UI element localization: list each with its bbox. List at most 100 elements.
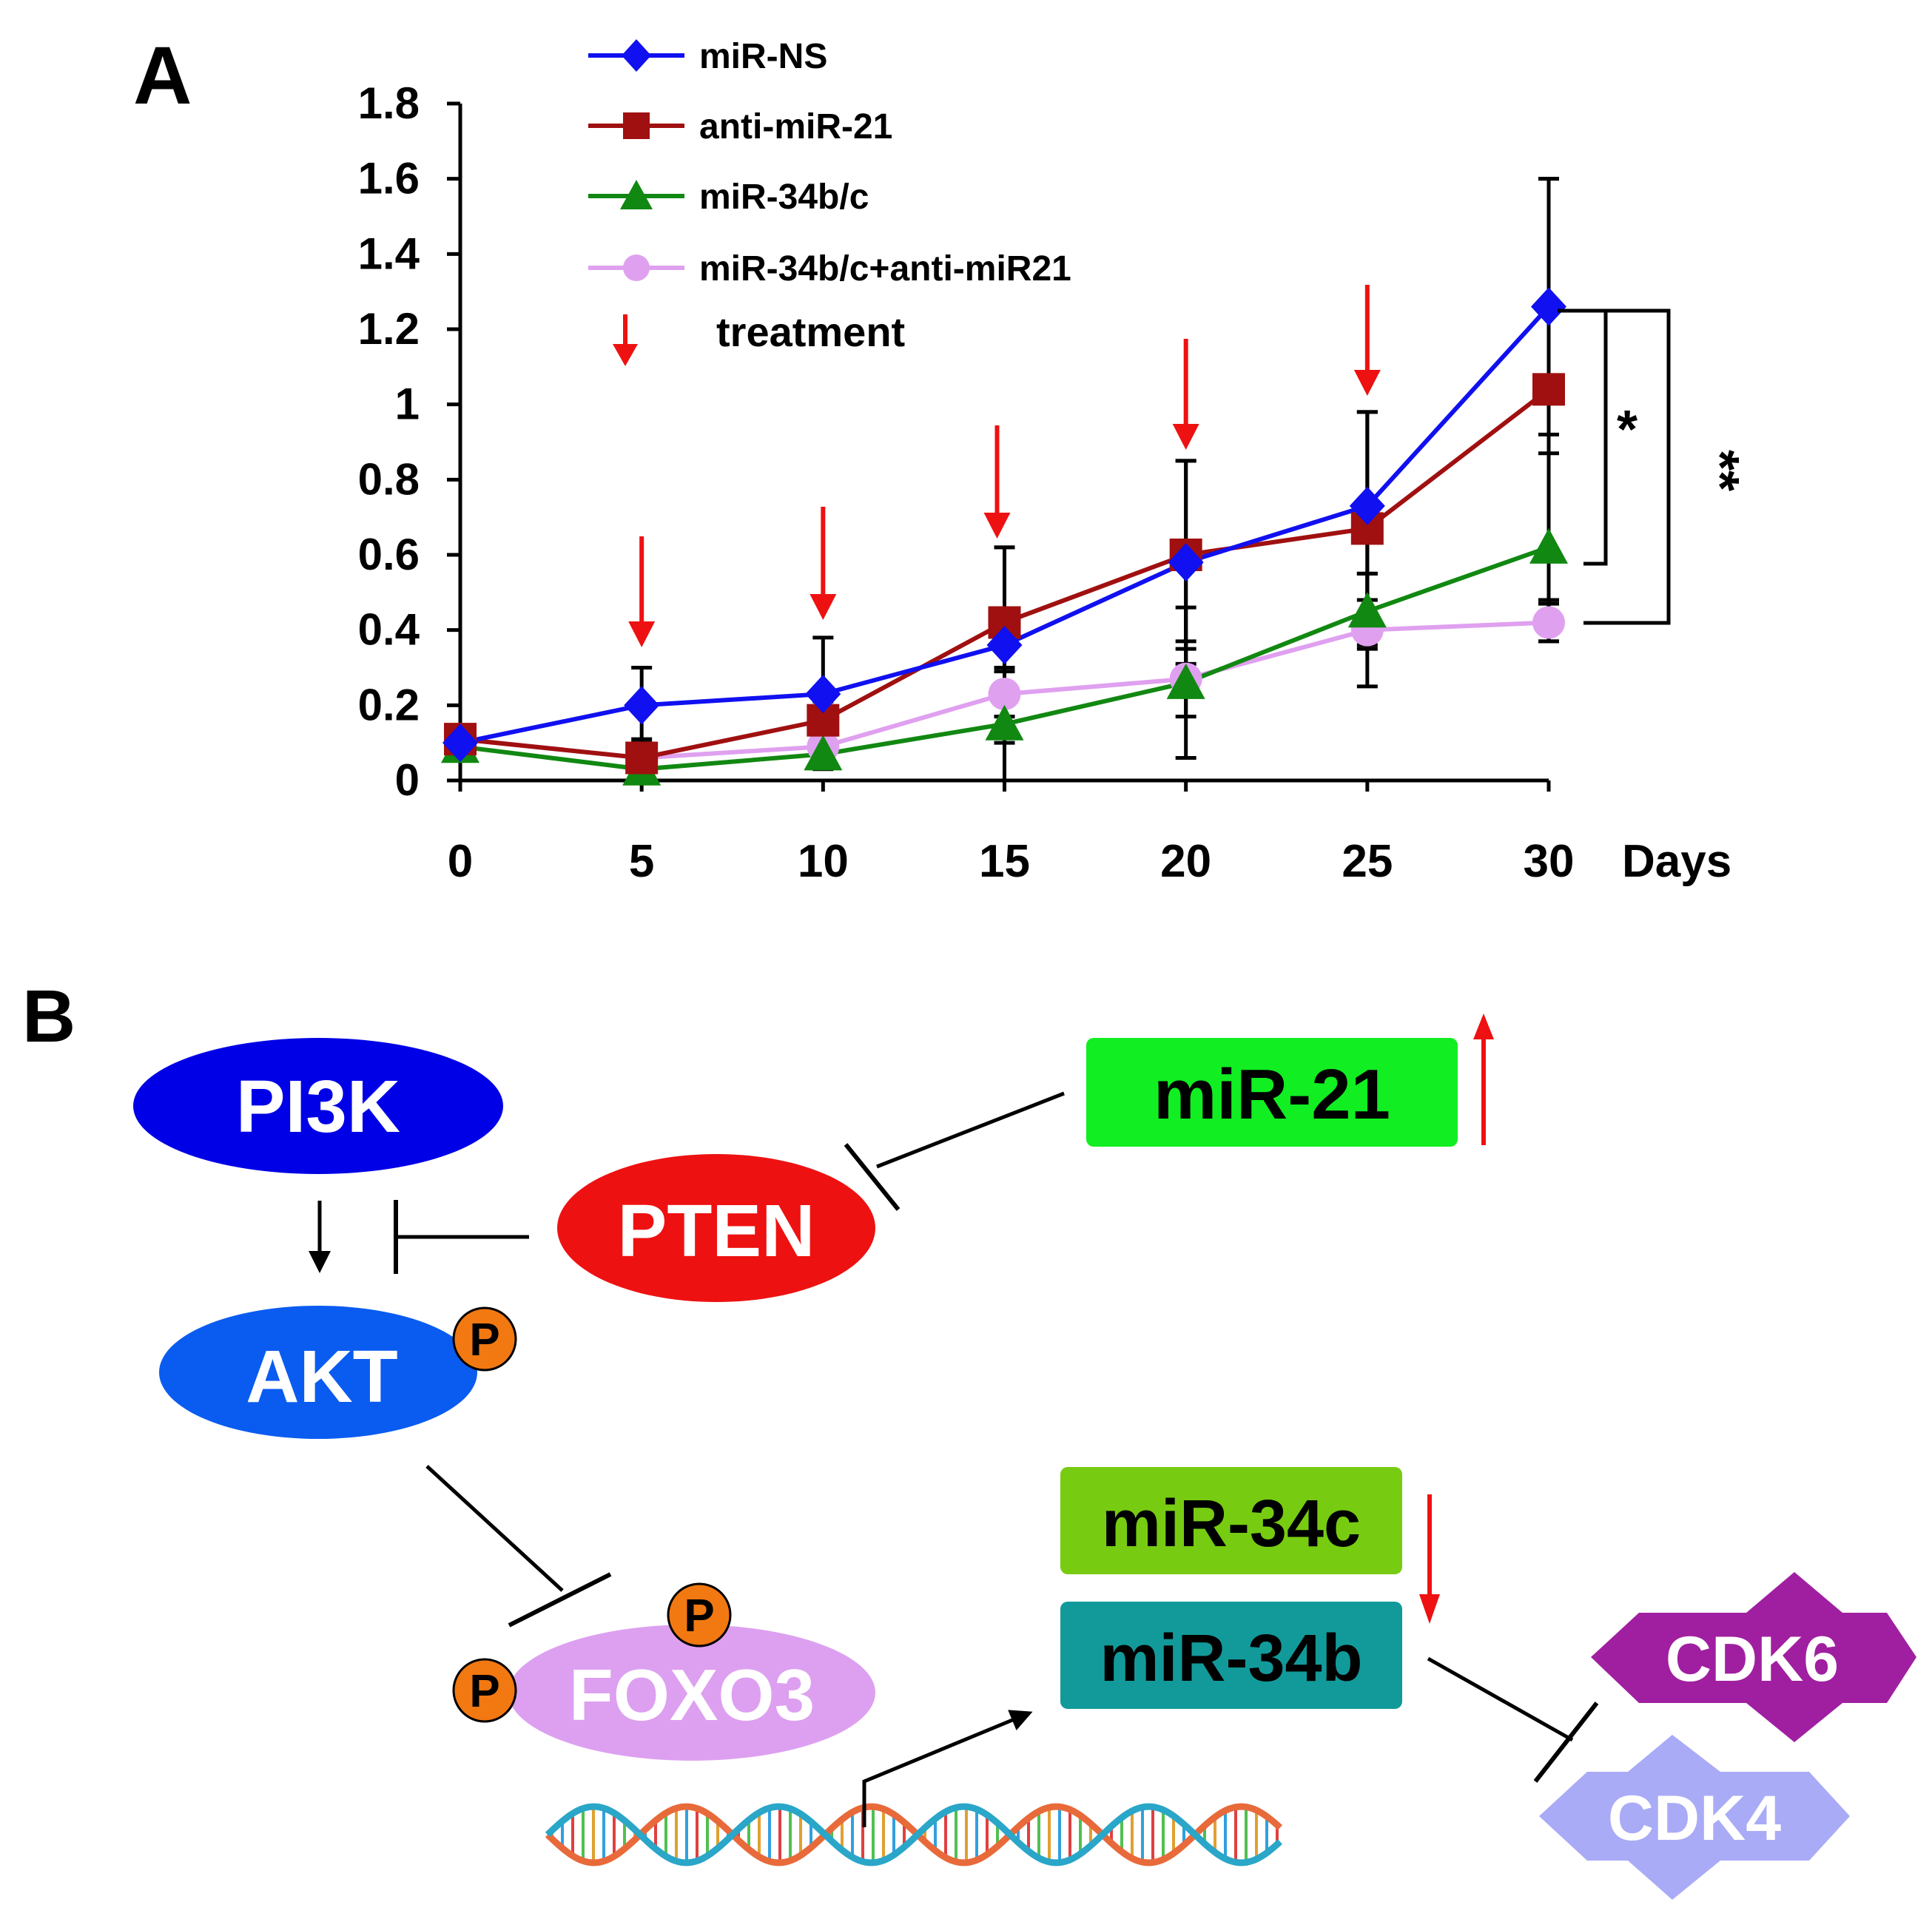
akt-node [159,1306,477,1439]
x-tick-label: 10 [798,836,849,887]
dna-helix-icon [545,1803,1283,1866]
y-tick-label: 0.8 [358,454,420,504]
mir21-pten-inhibition-bar [844,1143,901,1211]
cdk4-node [1539,1735,1850,1900]
akt-phospho-label: P [469,1315,499,1366]
dna-strand [545,1803,1283,1866]
mir34-cdk-inhibition-line [1427,1656,1574,1742]
cdk6-label: CDK6 [1666,1624,1839,1695]
data-point-circle [988,678,1021,711]
mir34c-node [1060,1467,1402,1574]
x-tick-label: 25 [1342,836,1393,887]
treatment-legend-label: treatment [716,308,905,355]
data-point-diamond [986,626,1023,664]
legend-label: anti-miR-21 [699,107,892,146]
pi3k-label: PI3K [236,1065,400,1148]
panel-b-label: B [22,975,75,1058]
treatment-legend-arrow-head [613,344,638,366]
panel-a: A miR-NS anti-miR-21 miR-34b/c miR-34b/c+an… [133,30,1749,887]
y-tick-label: 0.4 [358,605,420,655]
chart-legend: miR-NS anti-miR-21 miR-34b/c miR-34b/c+anti… [588,37,1071,289]
foxo3-phospho-badge-left [452,1658,517,1723]
data-point-triangle [1347,592,1387,628]
data-point-circle [1532,606,1565,639]
mir34c-label: miR-34c [1102,1487,1361,1561]
y-tick-label: 1 [395,380,420,429]
cdk4-label: CDK4 [1608,1783,1781,1854]
panel-b: B PI3K AKT P PTEN miR-21 FOXO3 P [22,975,1916,1900]
y-tick-label: 1.6 [358,154,420,203]
sig-single-star: * [1617,400,1638,459]
x-tick-label: 15 [979,836,1030,887]
data-point-diamond [1168,543,1204,582]
foxo3-label: FOXO3 [569,1654,815,1736]
mir34b-node [1060,1602,1402,1709]
data-point-diamond [805,675,841,714]
y-tick-label: 0.2 [358,680,420,729]
mir21-node [1086,1038,1458,1147]
data-point-circle [623,254,650,281]
treatment-arrow-head [628,621,656,647]
data-point-triangle [985,704,1024,741]
pi3k-node [133,1038,503,1174]
akt-foxo3-inhibition-bar [508,1572,612,1628]
pten-node [557,1154,875,1302]
mir21-pten-inhibition-line [876,1091,1065,1169]
y-tick-label: 1.2 [358,304,420,354]
treatment-arrow-head [1353,370,1381,396]
x-tick-label: 0 [448,836,473,887]
treatment-legend: treatment [613,308,905,366]
data-point-diamond [624,686,660,725]
y-tick-label: 1.8 [358,78,420,128]
akt-label: AKT [246,1335,398,1418]
chart-axes: 0 0.2 0.4 0.6 0.8 1 1.2 1.4 1.6 1.8 0 5 10 15 20 25 30 Da… [358,78,1732,887]
akt-phospho-badge [452,1306,517,1372]
panel-a-label: A [133,30,192,121]
treatment-arrow-head [1172,424,1199,450]
treatment-arrow-head [810,594,837,620]
transcription-arrow [862,1710,1033,1827]
legend-label: miR-34b/c+anti-miR21 [699,249,1071,289]
data-point-triangle [620,180,653,209]
series-group [441,287,1568,786]
data-point-triangle [804,735,843,771]
data-point-square [625,741,659,775]
data-point-square [623,112,650,139]
sig-double-star: ** [1690,450,1749,491]
x-axis-title: Days [1622,836,1731,887]
data-point-diamond [1349,486,1385,525]
foxo3-node [508,1625,875,1761]
x-tick-label: 20 [1160,836,1211,887]
data-point-triangle [1529,527,1568,564]
pten-label: PTEN [618,1190,815,1272]
data-point-diamond [442,724,478,763]
data-point-triangle [1166,663,1205,699]
y-tick-label: 1.4 [358,229,420,278]
mir21-up-arrow-head [1473,1014,1494,1039]
legend-label: miR-NS [699,37,827,76]
y-tick-label: 0.6 [358,530,420,579]
x-tick-label: 30 [1524,836,1575,887]
dna-strand [545,1803,1283,1866]
mir21-label: miR-21 [1154,1055,1390,1134]
data-point-diamond [622,39,651,72]
cdk6-node [1591,1572,1916,1742]
foxo3-phospho-label-top: P [684,1591,714,1642]
bracket-single [1558,308,1608,566]
data-point-diamond [1531,287,1566,326]
treatment-arrow-head [983,513,1011,539]
data-point-square [1532,373,1565,406]
mir34-cdk-inhibition-bar [1533,1702,1599,1783]
y-tick-label: 0 [395,755,420,805]
foxo3-phospho-label-left: P [469,1666,499,1717]
treatment-arrows [628,285,1381,647]
mir34-down-arrow-head [1419,1594,1440,1624]
legend-label: miR-34b/c [699,178,869,217]
akt-foxo3-inhibition-line [425,1465,564,1592]
significance-brackets: * ** [1558,308,1749,625]
x-tick-label: 5 [629,836,654,887]
foxo3-phospho-badge-top [667,1582,732,1647]
mir34b-label: miR-34b [1100,1622,1362,1696]
bracket-double [1558,308,1671,625]
